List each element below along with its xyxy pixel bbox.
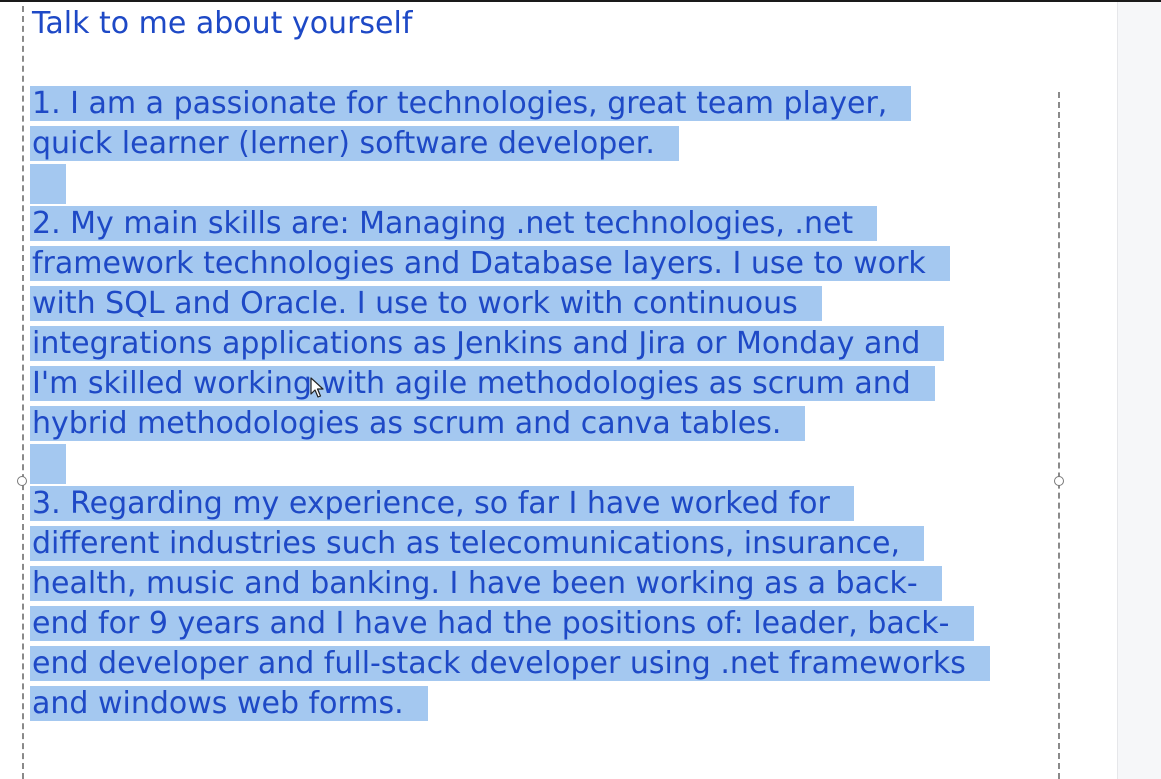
text-line[interactable]: 2. My main skills are: Managing .net tec… — [30, 204, 1072, 244]
text-line[interactable]: and windows web forms. — [30, 684, 1072, 724]
line-text: I'm skilled working with agile methodolo… — [30, 366, 935, 401]
text-line[interactable]: 1. I am a passionate for technologies, g… — [30, 84, 1072, 124]
line-text: and windows web forms. — [30, 686, 428, 721]
textbox-left-border — [22, 6, 24, 779]
right-panel-edge — [1117, 2, 1161, 779]
resize-handle-left[interactable] — [17, 476, 27, 486]
resize-handle-right[interactable] — [1054, 476, 1064, 486]
line-text: health, music and banking. I have been w… — [30, 566, 942, 601]
line-text: hybrid methodologies as scrum and canva … — [30, 406, 806, 441]
line-text: quick learner (lerner) software develope… — [30, 126, 679, 161]
text-line[interactable]: 3. Regarding my experience, so far I hav… — [30, 484, 1072, 524]
line-text — [30, 444, 66, 484]
line-text: with SQL and Oracle. I use to work with … — [30, 286, 822, 321]
blank-line[interactable] — [30, 164, 1072, 204]
selected-text-box[interactable]: 1. I am a passionate for technologies, g… — [30, 84, 1072, 724]
text-line[interactable]: I'm skilled working with agile methodolo… — [30, 364, 1072, 404]
text-line[interactable]: quick learner (lerner) software develope… — [30, 124, 1072, 164]
text-line[interactable]: framework technologies and Database laye… — [30, 244, 1072, 284]
line-text — [30, 164, 66, 204]
text-line[interactable]: integrations applications as Jenkins and… — [30, 324, 1072, 364]
text-line[interactable]: health, music and banking. I have been w… — [30, 564, 1072, 604]
line-text: end developer and full-stack developer u… — [30, 646, 990, 681]
blank-line[interactable] — [30, 444, 1072, 484]
line-text: 2. My main skills are: Managing .net tec… — [30, 206, 878, 241]
line-text: 1. I am a passionate for technologies, g… — [30, 86, 912, 121]
text-line[interactable]: hybrid methodologies as scrum and canva … — [30, 404, 1072, 444]
line-text: framework technologies and Database laye… — [30, 246, 950, 281]
text-line[interactable]: end developer and full-stack developer u… — [30, 644, 1072, 684]
text-line[interactable]: end for 9 years and I have had the posit… — [30, 604, 1072, 644]
slide-title[interactable]: Talk to me about yourself — [32, 6, 413, 41]
line-text: integrations applications as Jenkins and… — [30, 326, 945, 361]
textbox-right-border — [1058, 92, 1060, 779]
line-text: 3. Regarding my experience, so far I hav… — [30, 486, 854, 521]
text-line[interactable]: with SQL and Oracle. I use to work with … — [30, 284, 1072, 324]
window-top-border — [0, 0, 1161, 2]
line-text: different industries such as telecomunic… — [30, 526, 924, 561]
line-text: end for 9 years and I have had the posit… — [30, 606, 974, 641]
text-line[interactable]: different industries such as telecomunic… — [30, 524, 1072, 564]
mouse-cursor-icon — [310, 377, 324, 398]
